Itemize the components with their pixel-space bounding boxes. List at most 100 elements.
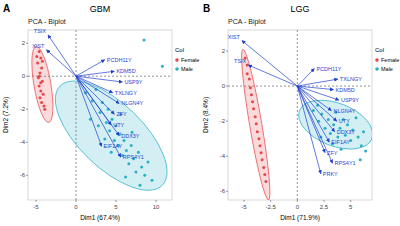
loading-arrow	[48, 35, 76, 76]
loading-arrow	[297, 86, 336, 121]
subtitle: PCA - Biplot	[28, 18, 66, 26]
panel-title: LGG	[290, 4, 309, 14]
x-tick-label: 2.5	[320, 204, 329, 210]
loading-arrow	[76, 76, 114, 114]
x-axis-label: Dim1 (67.4%)	[80, 214, 120, 222]
point	[249, 86, 252, 89]
point	[255, 122, 258, 125]
panel: BLGGPCA - Biplot-5-2.502.55-6-4-202Dim1 …	[202, 3, 399, 222]
point	[38, 85, 41, 88]
legend-symbol	[175, 58, 179, 62]
y-axis-label: Dim2 (7.2%)	[2, 97, 10, 133]
arrow-label: PRKY	[323, 171, 338, 177]
panel: AGBMPCA - Biplot-50510-6-4-202Dim1 (67.4…	[2, 3, 199, 222]
arrow-label: XIST	[32, 43, 45, 49]
confidence-ellipse	[28, 45, 57, 124]
y-tick	[226, 156, 228, 157]
point	[263, 173, 266, 176]
point	[43, 104, 46, 107]
x-tick	[36, 200, 37, 202]
arrow-label: KDM5D	[116, 68, 135, 74]
arrow-label: RPS4Y1	[123, 154, 144, 160]
point	[357, 135, 360, 138]
arrow-label: NLGN4Y	[121, 100, 143, 106]
panel-letter: A	[3, 3, 10, 14]
point	[340, 148, 343, 151]
arrow-label: DDX3Y	[337, 129, 356, 135]
arrow-label: RPS4Y1	[335, 160, 356, 166]
y-axis-label: Dim2 (8.4%)	[202, 97, 210, 133]
point	[329, 132, 332, 135]
arrow-label: TSIX	[234, 58, 247, 64]
y-tick-label: -2	[20, 106, 26, 112]
x-tick-label: -5	[33, 204, 39, 210]
point	[256, 130, 259, 133]
loading-arrow	[76, 76, 102, 146]
arrow-label: PCDH11Y	[316, 66, 341, 72]
point	[151, 179, 154, 182]
point	[327, 118, 330, 121]
loading-arrow	[297, 86, 339, 100]
arrow-label: USP9Y	[124, 79, 142, 85]
subtitle: PCA - Biplot	[228, 18, 266, 26]
y-tick	[26, 43, 28, 44]
loading-arrow	[297, 86, 334, 132]
point	[99, 111, 102, 114]
legend-label: Female	[181, 57, 199, 63]
point	[40, 66, 43, 69]
x-tick	[156, 200, 157, 202]
figure: AGBMPCA - Biplot-50510-6-4-202Dim1 (67.4…	[0, 0, 400, 226]
point	[35, 55, 38, 58]
reference-line	[297, 30, 298, 200]
arrow-label: TSIX	[34, 28, 47, 34]
point	[257, 137, 260, 140]
legend-symbol	[175, 67, 179, 71]
point	[248, 78, 251, 81]
point	[39, 90, 42, 93]
y-tick-label: -2	[220, 118, 226, 124]
loading-arrow	[242, 41, 297, 87]
panel-title: GBM	[90, 4, 111, 14]
loading-arrow	[297, 79, 338, 86]
arrow-label: DDX3Y	[121, 133, 140, 139]
point	[259, 144, 262, 147]
y-tick	[26, 109, 28, 110]
legend-title: Col	[375, 47, 384, 53]
arrow-label: ZFY	[327, 150, 338, 156]
point	[103, 137, 106, 140]
x-tick	[244, 200, 245, 202]
point	[40, 101, 43, 104]
point	[38, 75, 41, 78]
point	[111, 118, 114, 121]
y-tick	[26, 142, 28, 143]
point	[43, 108, 46, 111]
x-tick-label: 5	[114, 204, 118, 210]
y-tick	[26, 76, 28, 77]
point	[147, 161, 150, 164]
point	[39, 71, 42, 74]
y-tick-label: -4	[220, 153, 226, 159]
point	[324, 127, 327, 130]
arrow-label: PCDH11Y	[107, 57, 132, 63]
legend-label: Male	[181, 66, 193, 72]
loading-arrow	[46, 50, 76, 76]
point	[140, 165, 143, 168]
y-tick	[226, 86, 228, 87]
y-tick	[226, 191, 228, 192]
arrow-label: EIF1AY	[104, 143, 123, 149]
plot-area	[228, 30, 372, 200]
point	[246, 72, 249, 75]
point	[39, 57, 42, 60]
x-tick-label: -5	[241, 204, 247, 210]
arrow-label: TXLNGY	[115, 90, 137, 96]
point	[39, 96, 42, 99]
point	[36, 62, 39, 65]
arrow-label: ZFY	[116, 111, 127, 117]
legend-symbol	[375, 58, 379, 62]
x-tick	[116, 200, 117, 202]
point	[110, 151, 113, 154]
point	[42, 93, 45, 96]
y-tick-label: 0	[22, 73, 26, 79]
point	[41, 60, 44, 63]
point	[143, 174, 146, 177]
